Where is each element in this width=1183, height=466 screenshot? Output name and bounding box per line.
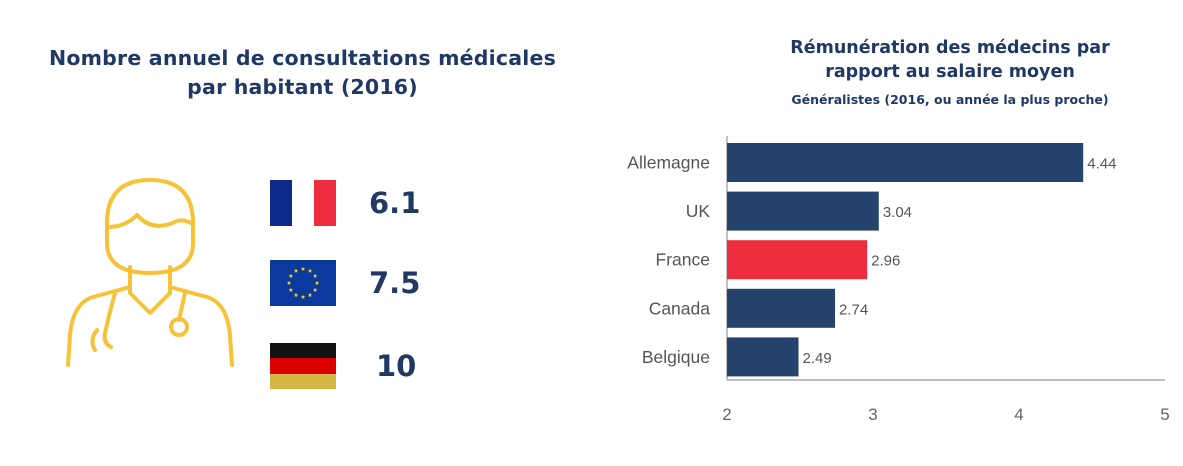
eu-star: [288, 287, 294, 292]
category-label: UK: [686, 201, 711, 221]
category-label: France: [656, 250, 710, 270]
bar-belgique: [727, 337, 799, 377]
bar-france: [727, 240, 868, 280]
eu-star: [293, 268, 299, 273]
category-label: Allemagne: [627, 153, 710, 173]
category-label: Belgique: [642, 347, 710, 367]
eu-star: [293, 292, 299, 298]
bar-uk: [727, 191, 879, 231]
x-tick-label: 4: [1014, 405, 1023, 424]
chart-title: Rémunération des médecins par rapport au…: [720, 36, 1180, 84]
x-tick-label: 5: [1160, 405, 1169, 424]
stat-eu: 7.5: [369, 266, 421, 300]
value-label: 2.74: [839, 301, 868, 318]
left-title-line1: Nombre annuel de consultations médicales: [48, 46, 557, 70]
chart-subtitle: Généralistes (2016, ou année la plus pro…: [791, 92, 1109, 107]
chart-title-line2: rapport au salaire moyen: [825, 62, 1075, 82]
eu-star: [300, 266, 306, 271]
germany-flag: [270, 343, 336, 389]
eu-star: [288, 273, 294, 278]
eu-star: [307, 268, 313, 273]
category-label: Canada: [649, 298, 711, 318]
stat-france: 6.1: [369, 186, 421, 220]
chart-title-line1: Rémunération des médecins par: [790, 38, 1110, 58]
value-label: 3.04: [883, 204, 912, 221]
eu-star: [314, 280, 320, 285]
doctor-icon: [66, 178, 234, 367]
left-title-line2: par habitant (2016): [187, 75, 418, 99]
x-tick-label: 3: [868, 405, 877, 424]
france-flag: [270, 180, 336, 226]
eu-star: [312, 273, 318, 278]
bar-allemagne: [727, 143, 1084, 182]
eu-star: [300, 294, 306, 299]
value-label: 2.49: [803, 350, 832, 367]
value-label: 2.96: [871, 253, 900, 270]
eu-star: [307, 292, 313, 298]
value-label: 4.44: [1087, 156, 1116, 173]
left-title: Nombre annuel de consultations médicales…: [20, 44, 585, 102]
x-tick-label: 2: [722, 405, 731, 424]
eu-flag: [270, 260, 336, 306]
eu-star: [286, 280, 292, 285]
eu-star: [312, 287, 318, 292]
bar-canada: [727, 288, 835, 328]
stat-germany: 10: [376, 349, 417, 383]
